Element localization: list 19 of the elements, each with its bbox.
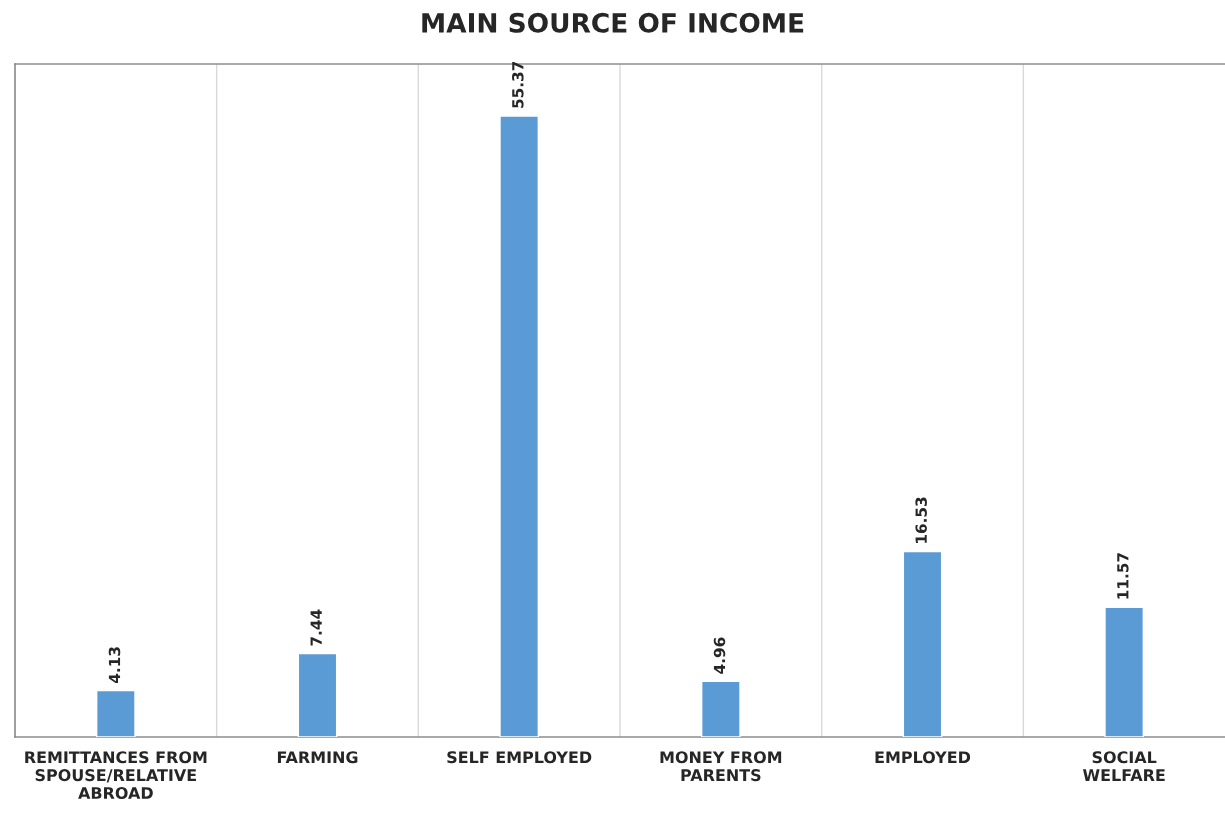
x-tick-label: MONEY FROM PARENTS (660, 751, 782, 782)
data-label: 4.96 (713, 637, 726, 674)
data-label: 11.57 (1117, 553, 1129, 599)
bar (700, 680, 741, 737)
bar (297, 652, 338, 737)
bar (1104, 606, 1145, 737)
bar (95, 689, 136, 737)
x-tick-label: EMPLOYED (875, 751, 971, 764)
data-label: 16.53 (915, 497, 927, 543)
x-tick-label: FARMING (277, 751, 358, 764)
chart-title: MAIN SOURCE OF INCOME (422, 12, 804, 33)
data-label: 4.13 (108, 647, 121, 684)
data-label: 55.37 (512, 61, 524, 108)
bar (499, 115, 540, 737)
bar (902, 550, 943, 737)
data-label: 7.44 (310, 609, 322, 646)
x-tick-label: SOCIAL WELFARE (1082, 751, 1165, 781)
x-tick-label: SELF EMPLOYED (447, 751, 592, 764)
x-tick-label: REMITTANCES FROM SPOUSE/RELATIVE ABROAD (25, 751, 207, 800)
